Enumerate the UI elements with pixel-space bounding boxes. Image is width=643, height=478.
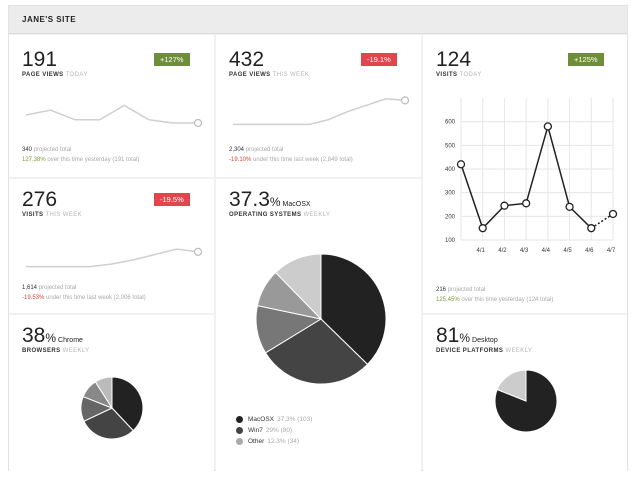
visits-week-sparkline [26, 247, 203, 268]
y-tick-label: 500 [445, 143, 456, 149]
device-platforms-card: 81% Desktop DEVICE PLATFORMS WEEKLY [423, 315, 627, 471]
page-views-today-sparkline [25, 104, 203, 128]
x-tick-label: 4/6 [585, 248, 594, 254]
y-tick-label: 400 [445, 167, 456, 173]
page-views-week-label: PAGE VIEWS THIS WEEK [229, 72, 310, 78]
browsers-label: BROWSERS WEEKLY [22, 348, 90, 354]
y-tick-label: 300 [445, 191, 456, 197]
visits-week-compare: -19.53% under this time last week (2,006… [22, 295, 146, 301]
os-value: 37.3% MacOSX [229, 188, 311, 211]
page-views-week-card: 432 PAGE VIEWS THIS WEEK -19.1% 2,304 pr… [216, 35, 421, 177]
site-title: JANE'S SITE [22, 15, 77, 24]
visits-daily-chart: 100 200 300 400 500 600 4/1 4/2 4/3 4/4 4/5 4/6 4/7 [445, 98, 618, 254]
visits-data-point [587, 224, 596, 233]
os-label: OPERATING SYSTEMS WEEKLY [229, 212, 331, 218]
title-bar: JANE'S SITE [9, 6, 627, 34]
legend-item-win7: Win7 29% (80) [236, 425, 312, 436]
visits-today-badge: +125% [568, 53, 604, 66]
sparkline-end-point [400, 96, 410, 105]
visits-data-point [500, 201, 509, 210]
visits-today-label: VISITS TODAY [436, 72, 482, 78]
dashboard-frame: JANE'S SITE 191 PAGE VIEWS TODAY +127% 3… [8, 5, 628, 471]
sparkline-end-point [193, 118, 203, 128]
page-views-week-value: 432 [229, 48, 265, 71]
visits-today-value: 124 [436, 48, 472, 71]
legend-swatch [236, 438, 243, 445]
visits-week-badge: -19.5% [154, 193, 190, 206]
os-pie-chart [255, 253, 387, 385]
pie-slice [264, 318, 369, 385]
visits-today-projected: 216 projected total [436, 287, 486, 293]
page-views-today-compare: 127.38% over this time yesterday (191 to… [22, 157, 140, 163]
visits-data-point [456, 160, 466, 169]
x-tick-label: 4/5 [563, 248, 572, 254]
page-views-today-value: 191 [22, 48, 58, 71]
visits-data-point [608, 209, 618, 219]
page-views-today-projected: 340 projected total [22, 147, 72, 153]
x-tick-label: 4/4 [542, 248, 551, 254]
x-tick-label: 4/1 [477, 248, 486, 254]
page-views-today-label: PAGE VIEWS TODAY [22, 72, 88, 78]
visits-today-card: 124 VISITS TODAY +125% 100 200 300 400 500 60… [423, 35, 627, 313]
page-views-week-badge: -19.1% [361, 53, 397, 66]
visits-week-label: VISITS THIS WEEK [22, 212, 83, 218]
x-tick-label: 4/2 [498, 248, 507, 254]
devices-value: 81% Desktop [436, 324, 498, 347]
x-tick-label: 4/7 [607, 248, 616, 254]
page-views-today-badge: +127% [154, 53, 190, 66]
devices-label: DEVICE PLATFORMS WEEKLY [436, 348, 533, 354]
page-views-week-projected: 2,304 projected total [229, 147, 284, 153]
os-legend: MacOSX 37.3% (103) Win7 29% (80) Other 12.3… [236, 414, 312, 447]
visits-today-compare: 125.45% over this time yesterday (124 to… [436, 297, 554, 303]
sparkline-end-point [193, 247, 203, 256]
y-tick-label: 100 [445, 238, 456, 244]
browser-pie-chart [80, 376, 144, 440]
browsers-value: 38% Chrome [22, 324, 83, 347]
pie-slice [94, 376, 113, 410]
legend-item-macosx: MacOSX 37.3% (103) [236, 414, 312, 425]
visits-data-point [521, 199, 531, 208]
sparkline-path [25, 104, 198, 124]
y-tick-label: 600 [445, 120, 456, 126]
visits-data-point [565, 202, 574, 212]
page-views-week-sparkline [233, 96, 410, 126]
pie-slice [274, 253, 322, 321]
legend-item-other: Other 12.3% (34) [236, 436, 312, 447]
visits-week-value: 276 [22, 188, 58, 211]
pie-slice [320, 253, 387, 366]
visits-week-projected: 1,614 projected total [22, 285, 77, 291]
device-pie-chart [494, 369, 558, 433]
y-tick-label: 200 [445, 214, 456, 220]
x-tick-label: 4/3 [520, 248, 529, 254]
pie-slice [111, 376, 144, 432]
browsers-card: 38% Chrome BROWSERS WEEKLY [9, 315, 214, 471]
visits-data-point [543, 122, 553, 131]
legend-swatch [236, 416, 243, 423]
sparkline-path [26, 248, 199, 268]
visits-week-card: 276 VISITS THIS WEEK -19.5% 1,614 projec… [9, 179, 214, 313]
page-views-week-compare: -19.10% under this time last week (2,849… [229, 157, 353, 163]
visits-data-point [478, 224, 487, 233]
visits-line-projection [590, 213, 614, 229]
operating-systems-card: 37.3% MacOSX OPERATING SYSTEMS WEEKLY Mac… [216, 179, 421, 471]
page-views-today-card: 191 PAGE VIEWS TODAY +127% 340 projected… [9, 35, 214, 177]
sparkline-path [233, 98, 406, 126]
pie-slice [496, 369, 527, 402]
legend-swatch [236, 427, 243, 434]
